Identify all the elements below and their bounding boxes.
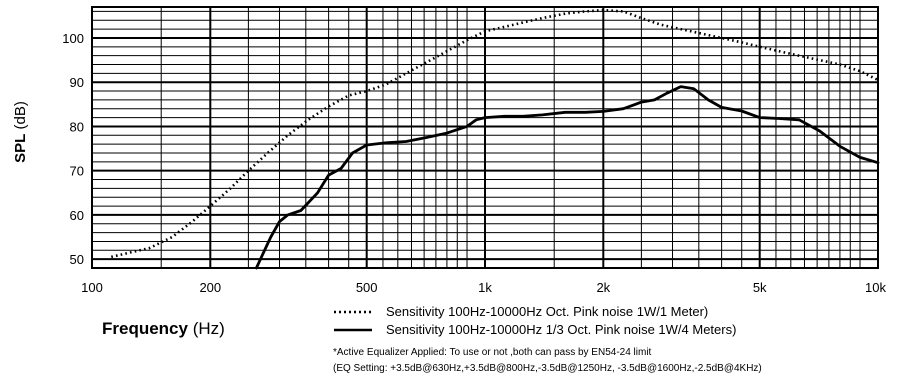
x-tick-label: 200 bbox=[199, 280, 221, 295]
legend-label-solid: Sensitivity 100Hz-10000Hz 1/3 Oct. Pink … bbox=[386, 322, 736, 337]
grid bbox=[91, 6, 879, 269]
x-tick-label: 1k bbox=[478, 280, 492, 295]
x-axis-label: Frequency (Hz) bbox=[102, 319, 225, 338]
eq-settings: (EQ Setting: +3.5dB@630Hz,+3.5dB@800Hz,-… bbox=[333, 363, 762, 374]
x-tick-label: 10k bbox=[865, 280, 886, 295]
y-tick-label: 80 bbox=[70, 119, 84, 134]
tick-labels: 50 60 70 80 90 100 100 200 500 1k 2k 5k 10k bbox=[62, 31, 886, 295]
y-tick-label: 50 bbox=[70, 252, 84, 267]
y-tick-label: 100 bbox=[62, 31, 84, 46]
x-tick-label: 5k bbox=[753, 280, 767, 295]
y-tick-label: 60 bbox=[70, 208, 84, 223]
x-tick-label: 100 bbox=[81, 280, 103, 295]
legend-label-dotted: Sensitivity 100Hz-10000Hz Oct. Pink nois… bbox=[386, 304, 708, 319]
eq-note: *Active Equalizer Applied: To use or not… bbox=[333, 347, 652, 358]
x-tick-label: 2k bbox=[596, 280, 610, 295]
series-line-solid bbox=[254, 85, 880, 270]
series-group bbox=[111, 8, 880, 270]
series-line-dotted bbox=[111, 8, 879, 259]
x-tick-label: 500 bbox=[356, 280, 378, 295]
y-tick-label: 70 bbox=[70, 164, 84, 179]
y-tick-label: 90 bbox=[70, 75, 84, 90]
y-axis-label: SPL (dB) bbox=[12, 101, 29, 163]
legend: Sensitivity 100Hz-10000Hz Oct. Pink nois… bbox=[334, 304, 736, 337]
plot-frame bbox=[91, 6, 879, 269]
